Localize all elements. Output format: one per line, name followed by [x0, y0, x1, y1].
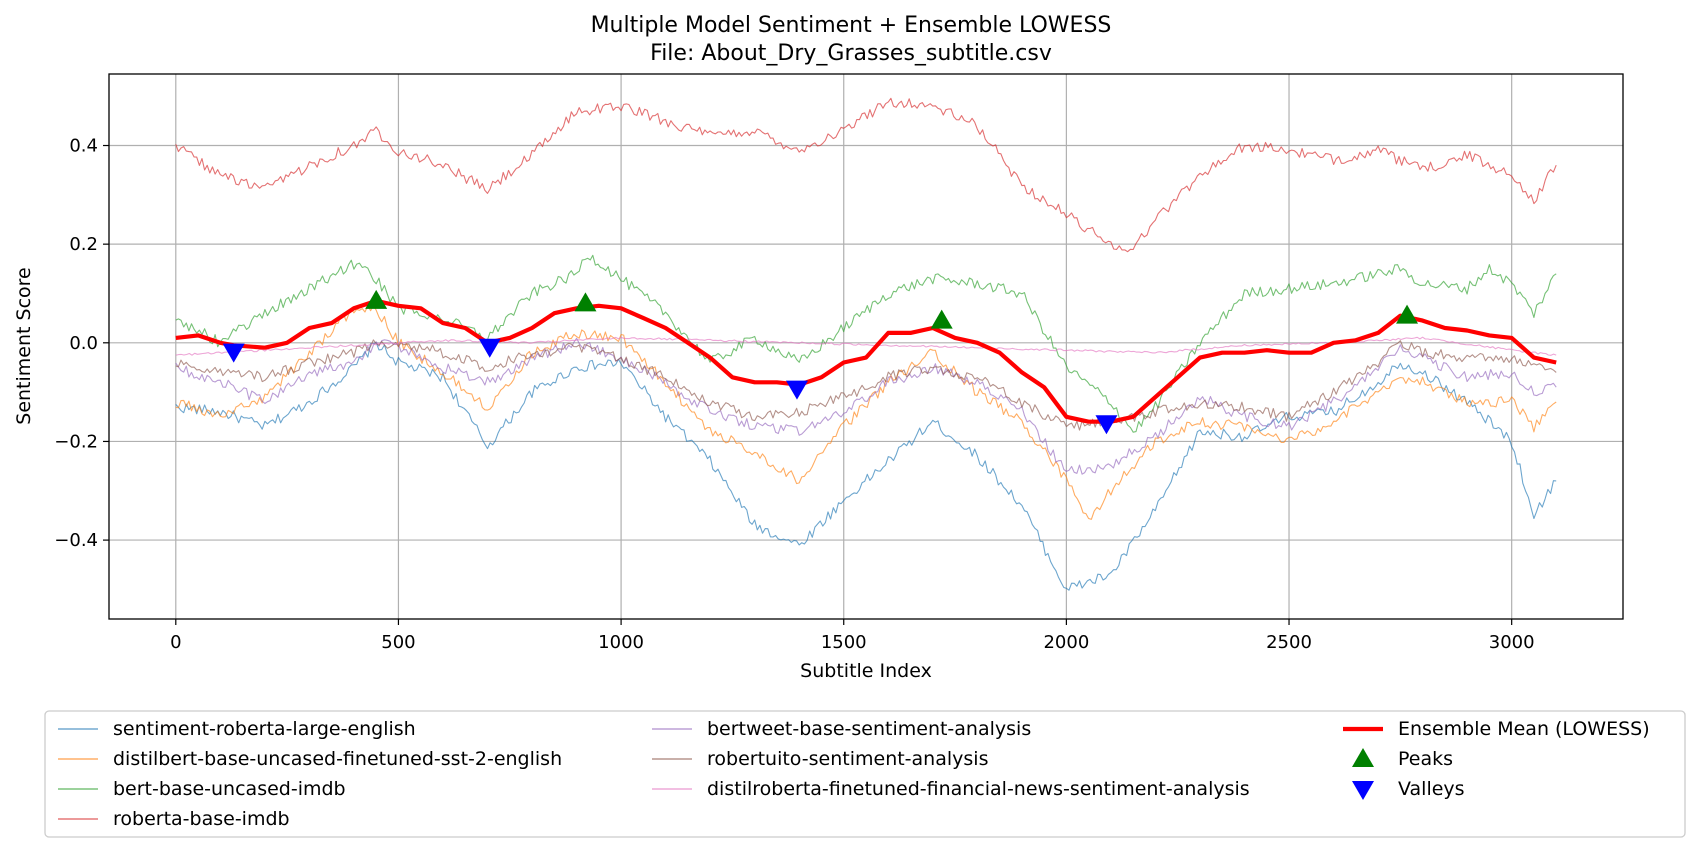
y-tick-label: −0.4 — [54, 530, 98, 551]
legend-swatch — [1352, 748, 1374, 767]
series-line-sentiment-roberta-large-english — [175, 342, 1557, 591]
series-line-ensemble-mean-lowess — [175, 298, 1557, 424]
series-lines — [175, 97, 1557, 591]
y-tick-label: 0.4 — [69, 136, 98, 157]
legend: sentiment-roberta-large-english distilber… — [44, 710, 1686, 838]
x-tick-label: 2500 — [1266, 632, 1312, 653]
peak-marker — [930, 309, 953, 329]
legend-label: distilbert-base-uncased-finetuned-sst-2-… — [113, 748, 562, 770]
y-axis-label: Sentiment Score — [13, 267, 35, 424]
series-line-robertuito-sentiment-analysis — [175, 339, 1557, 431]
series-line-distilbert-base-uncased-finetuned-sst-2-english — [175, 304, 1557, 520]
plot-frame — [108, 73, 1624, 620]
legend-label: sentiment-roberta-large-english — [113, 718, 416, 740]
series-line-bertweet-base-sentiment-analysis — [175, 337, 1557, 475]
x-tick-label: 1000 — [598, 632, 644, 653]
legend-label: distilroberta-finetuned-financial-news-s… — [707, 778, 1250, 800]
peak-marker — [365, 289, 388, 309]
x-tick-label: 2000 — [1043, 632, 1089, 653]
legend-label: Valleys — [1398, 778, 1465, 800]
legend-label: Peaks — [1398, 748, 1453, 770]
legend-label: bertweet-base-sentiment-analysis — [707, 718, 1031, 740]
valley-marker — [222, 343, 245, 363]
valley-marker — [478, 338, 501, 358]
valley-marker — [785, 380, 808, 400]
peak-marker — [574, 292, 597, 312]
legend-label: Ensemble Mean (LOWESS) — [1398, 718, 1650, 740]
grid-lines — [109, 74, 1623, 619]
x-tick-label: 0 — [170, 632, 181, 653]
chart-subtitle: File: About_Dry_Grasses_subtitle.csv — [650, 41, 1052, 66]
peak-valley-markers — [222, 289, 1419, 435]
x-axis-label: Subtitle Index — [800, 660, 932, 682]
y-tick-label: 0.0 — [69, 333, 98, 354]
y-tick-label: 0.2 — [69, 234, 98, 255]
valley-marker — [1095, 415, 1118, 435]
series-line-roberta-base-imdb — [175, 97, 1557, 253]
x-tick-label: 500 — [381, 632, 415, 653]
legend-label: robertuito-sentiment-analysis — [707, 748, 988, 770]
peak-marker — [1396, 304, 1419, 324]
x-tick-label: 1500 — [821, 632, 867, 653]
y-axis: −0.4 −0.2 0.0 0.2 0.4 — [54, 136, 109, 551]
series-line-distilroberta-finetuned-financial-news-sentiment-analysis — [175, 336, 1557, 356]
x-tick-label: 3000 — [1489, 632, 1535, 653]
legend-label: roberta-base-imdb — [113, 808, 290, 830]
x-axis: 0 500 1000 1500 2000 2500 3000 — [170, 619, 1535, 653]
y-tick-label: −0.2 — [54, 431, 98, 452]
legend-frame — [44, 710, 1686, 838]
legend-label: bert-base-uncased-imdb — [113, 778, 346, 800]
chart-title: Multiple Model Sentiment + Ensemble LOWE… — [591, 13, 1112, 38]
legend-swatch — [1352, 781, 1374, 800]
